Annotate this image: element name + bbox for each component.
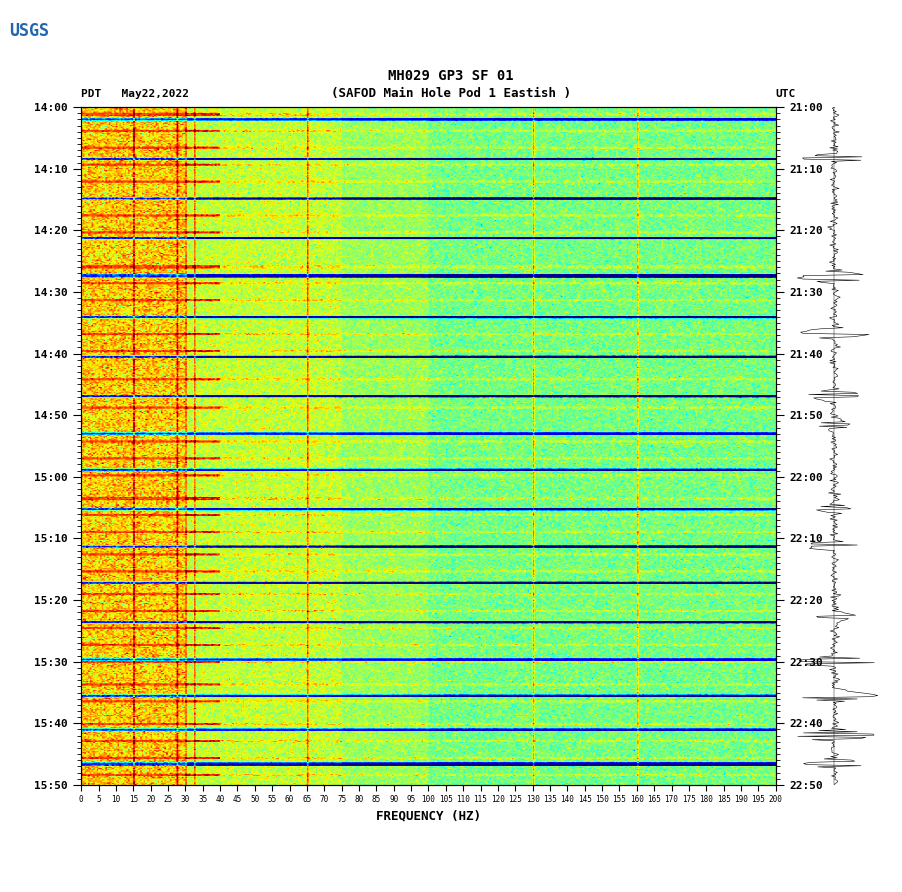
Text: PDT   May22,2022: PDT May22,2022 xyxy=(81,88,189,99)
Text: USGS: USGS xyxy=(9,22,49,40)
X-axis label: FREQUENCY (HZ): FREQUENCY (HZ) xyxy=(376,810,481,823)
Text: (SAFOD Main Hole Pod 1 Eastish ): (SAFOD Main Hole Pod 1 Eastish ) xyxy=(331,87,571,100)
Text: UTC: UTC xyxy=(776,88,796,99)
Text: MH029 GP3 SF 01: MH029 GP3 SF 01 xyxy=(388,69,514,83)
